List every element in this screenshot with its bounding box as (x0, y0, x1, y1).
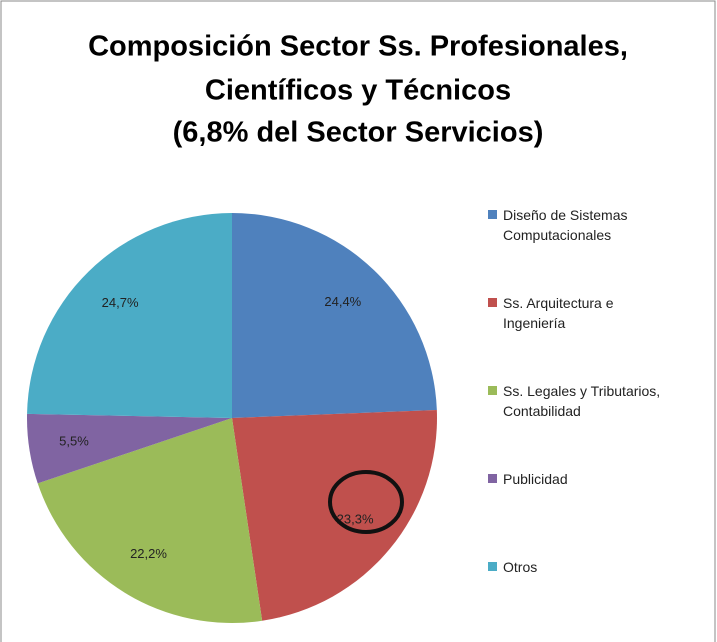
legend-swatch (488, 298, 497, 307)
legend-swatch (488, 386, 497, 395)
legend-swatch (488, 562, 497, 571)
legend-label: Publicidad (503, 471, 568, 487)
legend: Diseño de Sistemas Computacionales Ss. Ar… (488, 205, 663, 642)
highlight-circle (328, 470, 404, 534)
chart-title: Científicos y Técnicos (205, 75, 511, 107)
legend-swatch (488, 474, 497, 483)
chart-title: (6,8% del Sector Servicios) (173, 117, 544, 149)
legend-item: Diseño de Sistemas Computacionales (488, 205, 663, 293)
value-label: 24,7% (102, 295, 139, 310)
pie-slice (27, 213, 233, 418)
legend-label: Ss. Legales y Tributarios, Contabilidad (503, 383, 661, 419)
pie-slice (37, 418, 263, 623)
value-label: 23,3% (337, 511, 374, 526)
legend-item: Ss. Arquitectura e Ingeniería (488, 293, 663, 381)
pie-slice (232, 213, 437, 418)
legend-label: Otros (503, 559, 538, 575)
legend-item: Publicidad (488, 469, 663, 557)
legend-item: Otros (488, 557, 663, 642)
pie-slice (26, 413, 232, 484)
legend-label: Diseño de Sistemas Computacionales (503, 207, 628, 243)
legend-item: Ss. Legales y Tributarios, Contabilidad (488, 381, 663, 469)
chart-title: Composición Sector Ss. Profesionales, (88, 31, 628, 63)
legend-swatch (488, 210, 497, 219)
value-label: 22,2% (130, 546, 167, 561)
value-label: 24,4% (324, 294, 361, 309)
value-label: 5,5% (59, 434, 89, 449)
legend-label: Ss. Arquitectura e Ingeniería (503, 295, 614, 331)
